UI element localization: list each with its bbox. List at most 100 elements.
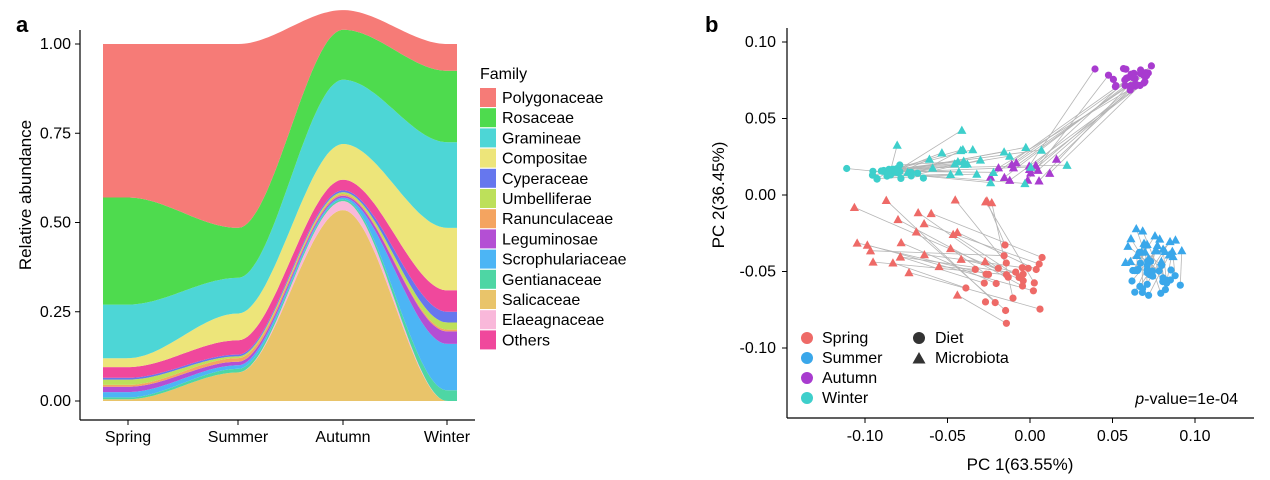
- point-autumn-diet: [1122, 74, 1130, 82]
- legend-swatch: [480, 330, 496, 350]
- point-summer-diet: [1136, 259, 1144, 267]
- point-spring-microbiota: [919, 218, 929, 228]
- point-winter-microbiota: [1021, 142, 1031, 152]
- point-spring-microbiota: [868, 257, 878, 266]
- y-tick-label: 0.25: [40, 304, 71, 321]
- legend-shape-marker: [913, 332, 925, 344]
- connecting-line: [961, 258, 1016, 273]
- panel-b-connecting-lines: [846, 65, 1183, 324]
- point-autumn-diet: [1091, 65, 1099, 73]
- point-winter-microbiota: [957, 125, 967, 134]
- y-tick-label: -0.05: [740, 264, 777, 281]
- p-value-text: -value=1e-04: [1144, 391, 1238, 408]
- point-spring-microbiota: [865, 246, 876, 255]
- point-spring-diet: [1009, 294, 1017, 302]
- point-winter-microbiota: [972, 169, 982, 178]
- legend-shape-marker: [912, 352, 926, 364]
- connecting-line: [931, 213, 1043, 258]
- legend-label: Cyperaceae: [502, 171, 588, 188]
- point-winter-microbiota: [1062, 160, 1072, 169]
- point-winter-diet: [896, 161, 904, 169]
- area-compositae: [103, 144, 457, 368]
- area-gramineae: [103, 79, 457, 359]
- point-summer-diet: [1176, 281, 1184, 289]
- legend-swatch: [480, 310, 496, 330]
- p-value-annotation: p-value=1e-04: [1134, 391, 1238, 408]
- legend-label: Elaeagnaceae: [502, 312, 604, 329]
- point-summer-microbiota: [1140, 240, 1150, 249]
- point-spring-microbiota: [950, 195, 960, 204]
- legend-label: Polygonaceae: [502, 90, 604, 107]
- point-winter-microbiota: [1026, 162, 1036, 171]
- panel-b-points: [843, 62, 1187, 327]
- point-summer-diet: [1145, 291, 1153, 299]
- point-spring-diet: [992, 279, 1000, 288]
- point-autumn-diet: [1147, 62, 1155, 70]
- point-summer-microbiota: [1126, 233, 1136, 243]
- point-summer-diet: [1167, 266, 1175, 274]
- point-winter-microbiota: [1036, 145, 1047, 154]
- point-spring-microbiota: [913, 207, 923, 217]
- point-winter-microbiota: [975, 155, 986, 164]
- point-summer-diet: [1149, 267, 1157, 275]
- point-spring-diet: [1029, 287, 1037, 295]
- legend-swatch: [480, 229, 496, 249]
- point-spring-diet: [1019, 270, 1027, 278]
- point-winter-microbiota: [959, 156, 969, 165]
- panel-a-areas: [103, 10, 457, 401]
- panel-a-letter: a: [16, 12, 29, 37]
- point-autumn-diet: [1104, 71, 1113, 79]
- point-winter-diet: [869, 167, 877, 175]
- point-spring-diet: [1000, 252, 1008, 260]
- point-summer-microbiota: [1156, 256, 1166, 266]
- point-summer-diet: [1131, 267, 1139, 275]
- x-tick-label: 0.05: [1097, 428, 1128, 445]
- point-summer-microbiota: [1177, 246, 1187, 255]
- point-spring-diet: [1032, 265, 1040, 274]
- point-spring-diet: [962, 284, 970, 292]
- point-summer-microbiota: [1123, 241, 1133, 250]
- legend-season-label: Summer: [822, 350, 883, 367]
- connecting-line: [1179, 250, 1183, 286]
- point-summer-diet: [1163, 279, 1171, 287]
- y-tick-label: 0.00: [40, 393, 71, 410]
- point-autumn-microbiota: [1033, 165, 1043, 174]
- point-summer-microbiota: [1125, 256, 1136, 266]
- legend-swatch: [480, 148, 496, 168]
- point-autumn-diet: [1121, 81, 1129, 90]
- point-spring-microbiota: [896, 237, 906, 247]
- point-winter-microbiota: [956, 145, 966, 155]
- area-polygonaceae: [103, 10, 457, 228]
- connecting-line: [924, 254, 1029, 269]
- connecting-line: [954, 199, 1007, 264]
- point-spring-microbiota: [911, 227, 921, 236]
- point-winter-microbiota: [945, 169, 956, 178]
- point-spring-diet: [1012, 268, 1020, 276]
- point-summer-diet: [1143, 280, 1151, 288]
- point-autumn-diet: [1127, 82, 1135, 90]
- point-summer-diet: [1171, 272, 1179, 280]
- point-summer-diet: [1143, 265, 1151, 273]
- point-autumn-diet: [1122, 65, 1130, 73]
- point-summer-microbiota: [1158, 244, 1168, 253]
- connecting-line: [1141, 252, 1143, 289]
- legend-label: Leguminosae: [502, 231, 598, 248]
- panel-b-legend: Spring Summer Autumn Winter Diet Microbiota: [801, 330, 1009, 407]
- point-winter-microbiota: [1005, 151, 1015, 160]
- point-spring-diet: [1002, 259, 1010, 267]
- connecting-line: [899, 160, 964, 166]
- connecting-line: [1049, 85, 1141, 174]
- x-tick-label: -0.10: [847, 428, 884, 445]
- connecting-line: [1009, 81, 1146, 181]
- panel-b-x-axis-title: PC 1(63.55%): [967, 455, 1074, 474]
- point-spring-microbiota: [952, 227, 962, 237]
- point-winter-microbiota: [892, 140, 902, 149]
- point-autumn-diet: [1142, 72, 1151, 80]
- connecting-line: [939, 266, 976, 270]
- point-summer-diet: [1131, 288, 1139, 296]
- panel-a-legend: Family Polygonaceae Rosaceae Gramineae Comp…: [480, 66, 627, 350]
- point-autumn-microbiota: [985, 172, 996, 181]
- point-winter-microbiota: [1020, 178, 1030, 188]
- point-summer-microbiota: [1150, 245, 1160, 255]
